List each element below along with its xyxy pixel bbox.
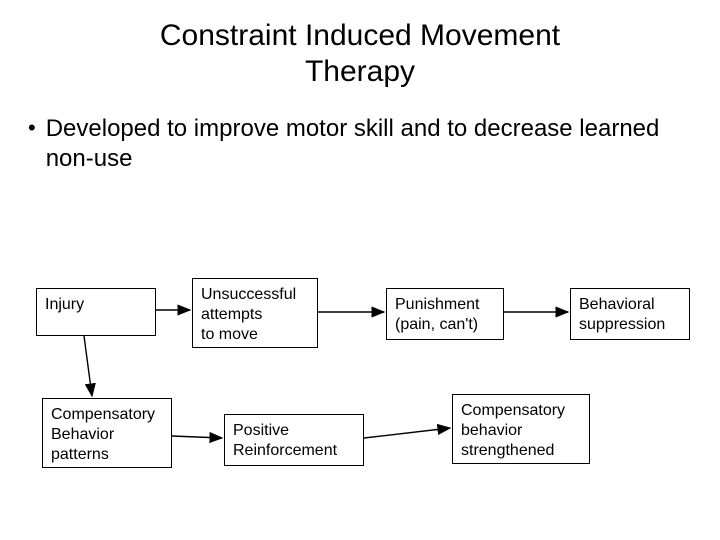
arrow-injury-to-compensatory — [84, 336, 92, 396]
node-label: Injury — [45, 295, 84, 315]
arrow-positive-to-strengthened — [364, 428, 450, 438]
node-unsuccessful-attempts: Unsuccessful attempts to move — [192, 278, 318, 348]
node-injury: Injury — [36, 288, 156, 336]
node-compensatory-patterns: Compensatory Behavior patterns — [42, 398, 172, 468]
arrow-compensatory-to-positive — [172, 436, 222, 438]
node-label: Behavioral suppression — [579, 295, 665, 335]
node-label: Unsuccessful attempts to move — [201, 285, 296, 345]
node-behavioral-suppression: Behavioral suppression — [570, 288, 690, 340]
node-label: Punishment (pain, can't) — [395, 295, 480, 335]
flowchart: Injury Unsuccessful attempts to move Pun… — [0, 0, 720, 540]
node-label: Compensatory behavior strengthened — [461, 401, 565, 461]
node-label: Positive Reinforcement — [233, 421, 337, 461]
node-behavior-strengthened: Compensatory behavior strengthened — [452, 394, 590, 464]
node-label: Compensatory Behavior patterns — [51, 405, 155, 465]
node-positive-reinforcement: Positive Reinforcement — [224, 414, 364, 466]
node-punishment: Punishment (pain, can't) — [386, 288, 504, 340]
